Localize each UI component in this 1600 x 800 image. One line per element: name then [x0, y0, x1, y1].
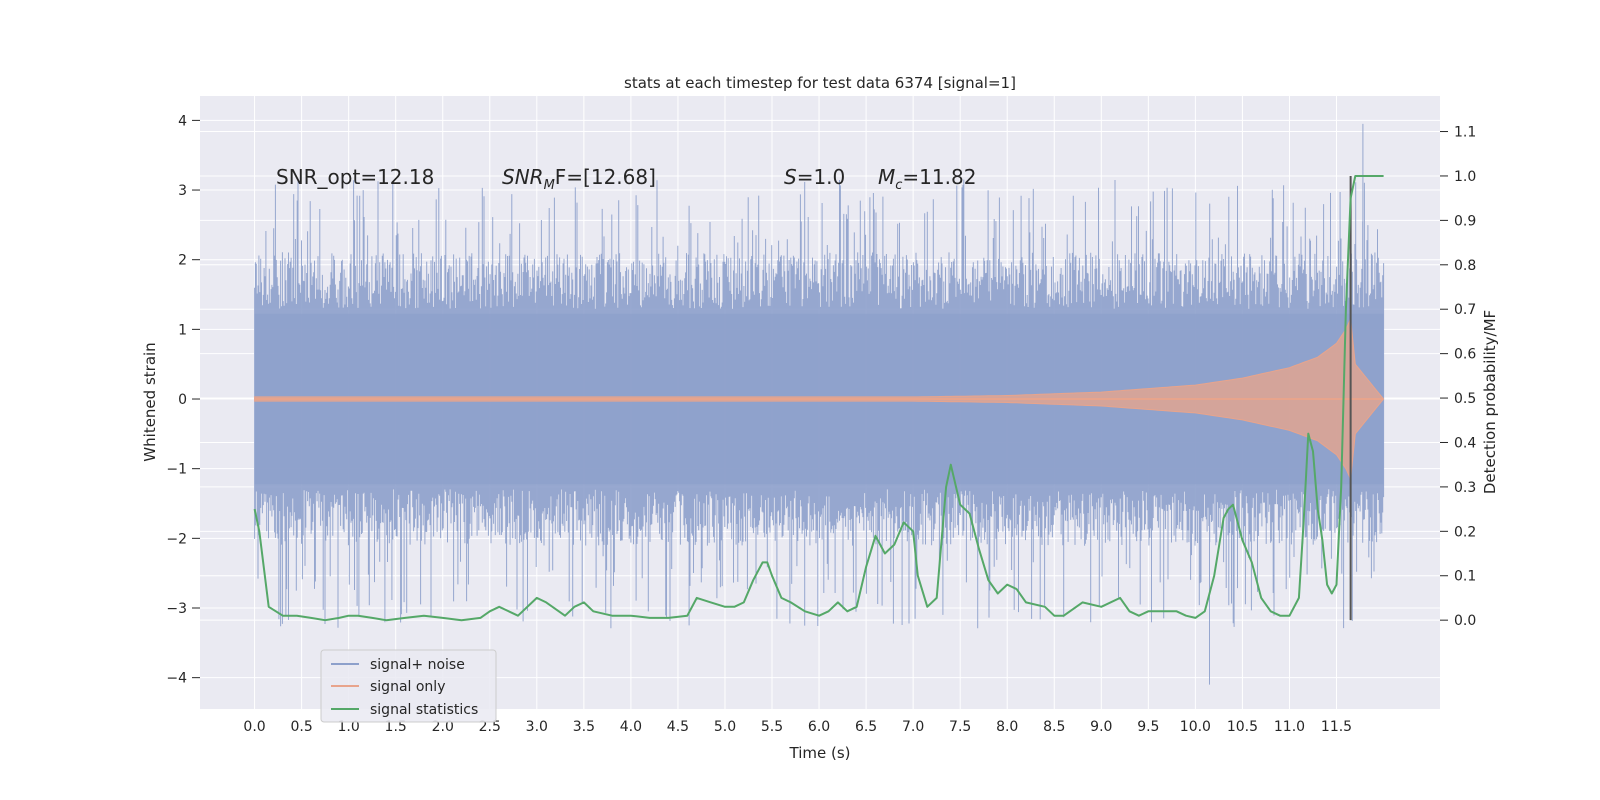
y-right-tick-label: 0.5	[1454, 391, 1476, 407]
y-right-tick-label: 1.0	[1454, 169, 1476, 185]
snr-opt-annotation: SNR_opt=12.18	[276, 165, 434, 189]
x-tick-label: 5.0	[714, 719, 736, 735]
x-tick-label: 10.5	[1227, 719, 1258, 735]
y-right-tick-label: 0.3	[1454, 480, 1476, 496]
snr-mf-annotation: SNRMF=[12.68]	[502, 165, 656, 193]
y-right-tick-label: 0.0	[1454, 613, 1476, 629]
y-tick-label: 0	[178, 392, 187, 408]
mc-label: M	[878, 165, 895, 189]
x-tick-label: 1.5	[385, 719, 407, 735]
chart-title: stats at each timestep for test data 637…	[624, 74, 1016, 92]
x-tick-label: 6.0	[808, 719, 830, 735]
legend: signal+ noise signal only signal statist…	[320, 649, 497, 723]
s-label: S	[784, 165, 797, 189]
x-tick-label: 9.5	[1137, 719, 1159, 735]
y-axis-label: Whitened strain	[141, 342, 159, 461]
x-tick-label: 3.0	[526, 719, 548, 735]
snr-mf-subscript: M	[544, 178, 555, 193]
x-tick-label: 2.5	[479, 719, 501, 735]
y-axis-right: 1.1 1.0 0.9 0.8 0.7 0.6 0.5 0.4 0.3 0.2 0.1 0.0	[1440, 125, 1476, 629]
y-right-tick-label: 0.9	[1454, 213, 1476, 229]
mc-annotation: Mc=11.82	[878, 165, 976, 193]
y-right-tick-label: 0.1	[1454, 569, 1476, 585]
legend-label-noise: signal+ noise	[370, 657, 465, 673]
x-tick-label: 0.0	[243, 719, 265, 735]
y-right-tick-label: 1.1	[1454, 125, 1476, 141]
x-tick-label: 3.5	[573, 719, 595, 735]
snr-mf-label: SNR	[502, 165, 544, 189]
x-tick-label: 5.5	[761, 719, 783, 735]
legend-box	[320, 649, 497, 723]
x-axis: 0.0 0.5 1.0 1.5 2.0 2.5 3.0 3.5 4.0 4.5 5.0 5.5 6.0 6…	[243, 719, 1352, 735]
y-tick-label: −3	[166, 601, 187, 617]
x-tick-label: 7.0	[902, 719, 924, 735]
y-tick-label: −2	[166, 531, 187, 547]
signal-only-series	[254, 316, 1385, 481]
x-axis-label: Time (s)	[789, 744, 851, 762]
x-tick-label: 0.5	[290, 719, 312, 735]
y-right-tick-label: 0.6	[1454, 347, 1476, 363]
mc-value: =11.82	[902, 165, 976, 189]
x-tick-label: 1.0	[338, 719, 360, 735]
y-tick-label: 3	[178, 183, 187, 199]
y-right-tick-label: 0.8	[1454, 258, 1476, 274]
y-tick-label: −4	[166, 671, 187, 687]
snr-mf-value: F=[12.68]	[555, 165, 656, 189]
x-tick-label: 9.0	[1090, 719, 1112, 735]
y-tick-label: 4	[178, 113, 187, 129]
s-value: =1.0	[797, 165, 846, 189]
y-axis-right-label: Detection probability/MF	[1481, 310, 1499, 494]
y-right-tick-label: 0.2	[1454, 524, 1476, 540]
y-tick-label: 1	[178, 322, 187, 338]
x-tick-label: 11.0	[1274, 719, 1305, 735]
x-tick-label: 10.0	[1180, 719, 1211, 735]
x-tick-label: 4.0	[620, 719, 642, 735]
y-tick-label: −1	[166, 462, 187, 478]
x-tick-label: 8.0	[996, 719, 1018, 735]
s-annotation: S=1.0	[784, 165, 845, 189]
y-axis-left: 4 3 2 1 0 −1 −2 −3 −4	[166, 113, 200, 687]
y-right-tick-label: 0.7	[1454, 302, 1476, 318]
x-tick-label: 11.5	[1321, 719, 1352, 735]
x-tick-label: 6.5	[855, 719, 877, 735]
x-tick-label: 8.5	[1043, 719, 1065, 735]
y-right-tick-label: 0.4	[1454, 435, 1476, 451]
x-tick-label: 4.5	[667, 719, 689, 735]
x-tick-label: 2.0	[432, 719, 454, 735]
signal-statistics-series	[253, 175, 1384, 622]
y-tick-label: 2	[178, 253, 187, 269]
legend-label-signal: signal only	[370, 679, 445, 695]
x-tick-label: 7.5	[949, 719, 971, 735]
legend-label-statistics: signal statistics	[370, 702, 478, 718]
statistics-line	[253, 175, 1384, 622]
mc-subscript: c	[895, 178, 902, 193]
